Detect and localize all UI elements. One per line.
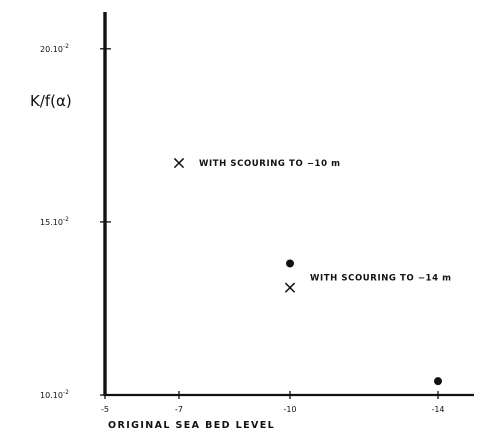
x-ticks: -5 -7 -10 -14 [101, 391, 445, 414]
data-point-dot [286, 259, 294, 268]
cross-stroke [284, 282, 296, 293]
x-tick-label: -10 [283, 405, 296, 414]
y-tick-label: 15.10-2 [40, 216, 69, 227]
axes [103, 12, 474, 397]
y-tick-base: 10.10 [40, 391, 63, 400]
series-annotation: WITH SCOURING TO −10 m [199, 159, 341, 169]
y-tick-base: 20.10 [40, 45, 63, 54]
y-tick-exponent: -2 [63, 389, 69, 396]
data-point-cross [284, 282, 296, 293]
x-tick-label: -14 [431, 405, 444, 414]
series-annotation: WITH SCOURING TO −14 m [310, 273, 452, 283]
data-marks [173, 157, 442, 386]
y-ticks: 10.10-215.10-220.10-2 [40, 43, 111, 400]
x-tick-label: -7 [175, 405, 183, 414]
y-axis-title: K/f(α) [30, 92, 72, 110]
y-tick-label: 20.10-2 [40, 43, 69, 54]
data-point-dot [434, 377, 442, 386]
x-tick-label: -5 [101, 405, 109, 414]
x-axis-title: ORIGINAL SEA BED LEVEL [108, 420, 275, 431]
annotations: WITH SCOURING TO −10 m WITH SCOURING TO −… [199, 159, 452, 283]
y-tick-base: 15.10 [40, 218, 63, 227]
y-tick-exponent: -2 [63, 43, 69, 50]
y-tick-label: 10.10-2 [40, 389, 69, 400]
cross-stroke [173, 157, 185, 169]
data-point-cross [173, 157, 185, 169]
y-tick-exponent: -2 [63, 216, 69, 223]
